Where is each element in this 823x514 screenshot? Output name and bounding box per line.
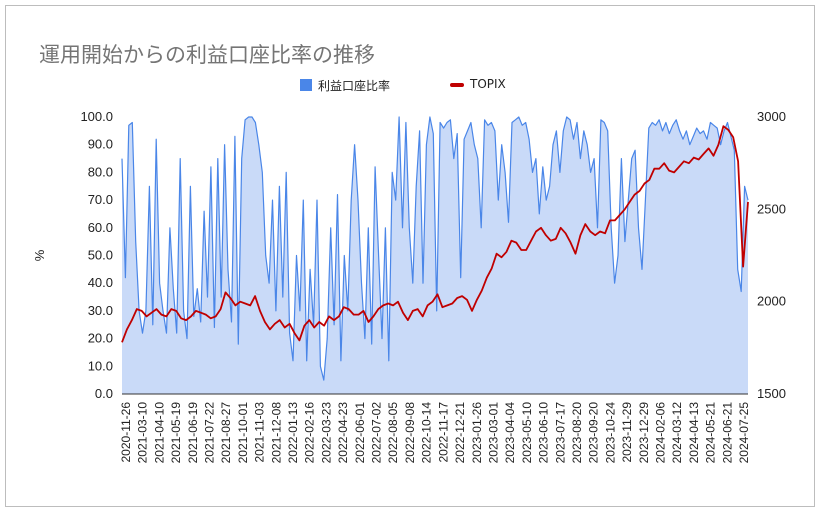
x-tick-label: 2022-04-23 [336, 402, 350, 464]
x-tick-label: 2021-07-22 [203, 402, 217, 464]
series-line-topix [121, 125, 749, 343]
x-tick-label: 2024-06-21 [720, 402, 734, 464]
legend-swatch-topix [450, 83, 464, 87]
x-tick-label: 2023-07-17 [553, 402, 567, 464]
x-tick-label: 2023-01-26 [470, 402, 484, 464]
x-tick-label: 2022-07-02 [370, 402, 384, 464]
y-tick-label: 70.0 [88, 192, 113, 207]
x-tick-label: 2023-08-20 [570, 402, 584, 464]
x-tick-label: 2021-06-19 [186, 402, 200, 464]
legend-swatch-ratio [300, 79, 312, 91]
y2-tick-label: 2000 [757, 294, 786, 309]
y-tick-label: 100.0 [80, 109, 113, 124]
x-tick-label: 2021-11-03 [253, 402, 267, 463]
legend-label-topix: TOPIX [470, 77, 506, 91]
x-tick-label: 2022-10-14 [420, 402, 434, 464]
x-tick-label: 2022-09-08 [403, 402, 417, 464]
y-tick-label: 90.0 [88, 137, 113, 152]
x-tick-label: 2021-12-08 [269, 402, 283, 464]
x-tick-label: 2021-08-27 [219, 402, 233, 464]
x-tick-label: 2022-06-01 [353, 402, 367, 464]
x-tick-label: 2023-09-20 [587, 402, 601, 464]
y-axis-label: % [32, 249, 47, 261]
area-fill-ratio [122, 117, 748, 394]
x-tick-label: 2024-04-13 [687, 402, 701, 464]
x-tick-label: 2021-03-10 [136, 402, 150, 464]
x-tick-label: 2023-10-24 [603, 402, 617, 464]
x-tick-label: 2022-01-13 [286, 402, 300, 464]
x-tick-label: 2021-10-01 [236, 402, 250, 464]
x-tick-label: 2024-05-21 [704, 402, 718, 464]
y-tick-label: 20.0 [88, 331, 113, 346]
y2-tick-label: 2500 [757, 201, 786, 216]
series-line-ratio [121, 116, 749, 381]
x-tick-label: 2020-11-26 [119, 402, 133, 463]
x-tick-label: 2024-07-25 [737, 402, 751, 464]
x-tick-label: 2022-08-05 [386, 402, 400, 464]
x-tick-label: 2022-11-17 [436, 402, 450, 463]
legend-label-ratio: 利益口座比率 [318, 79, 391, 93]
x-tick-label: 2021-05-19 [169, 402, 183, 464]
y-tick-label: 50.0 [88, 248, 113, 263]
x-tick-label: 2024-03-12 [670, 402, 684, 464]
chart-title: 運用開始からの利益口座比率の推移 [39, 43, 375, 67]
x-tick-label: 2023-03-01 [487, 402, 501, 464]
x-tick-label: 2023-06-10 [537, 402, 551, 464]
y-tick-label: 0.0 [95, 386, 113, 401]
x-tick-label: 2024-02-06 [654, 402, 668, 464]
x-tick-label: 2023-12-29 [637, 402, 651, 464]
x-tick-label: 2022-02-16 [303, 402, 317, 464]
y-tick-label: 60.0 [88, 220, 113, 235]
y-tick-label: 40.0 [88, 275, 113, 290]
x-tick-label: 2022-12-21 [453, 402, 467, 464]
x-tick-label: 2023-11-29 [620, 402, 634, 463]
y-tick-label: 80.0 [88, 164, 113, 179]
y-tick-label: 30.0 [88, 303, 113, 318]
y-tick-label: 10.0 [88, 358, 113, 373]
y2-tick-label: 1500 [757, 386, 786, 401]
x-tick-label: 2023-05-10 [520, 402, 534, 464]
x-tick-label: 2022-03-23 [319, 402, 333, 464]
y2-tick-label: 3000 [757, 109, 786, 124]
x-tick-label: 2023-04-04 [503, 402, 517, 464]
x-tick-label: 2021-04-10 [152, 402, 166, 464]
